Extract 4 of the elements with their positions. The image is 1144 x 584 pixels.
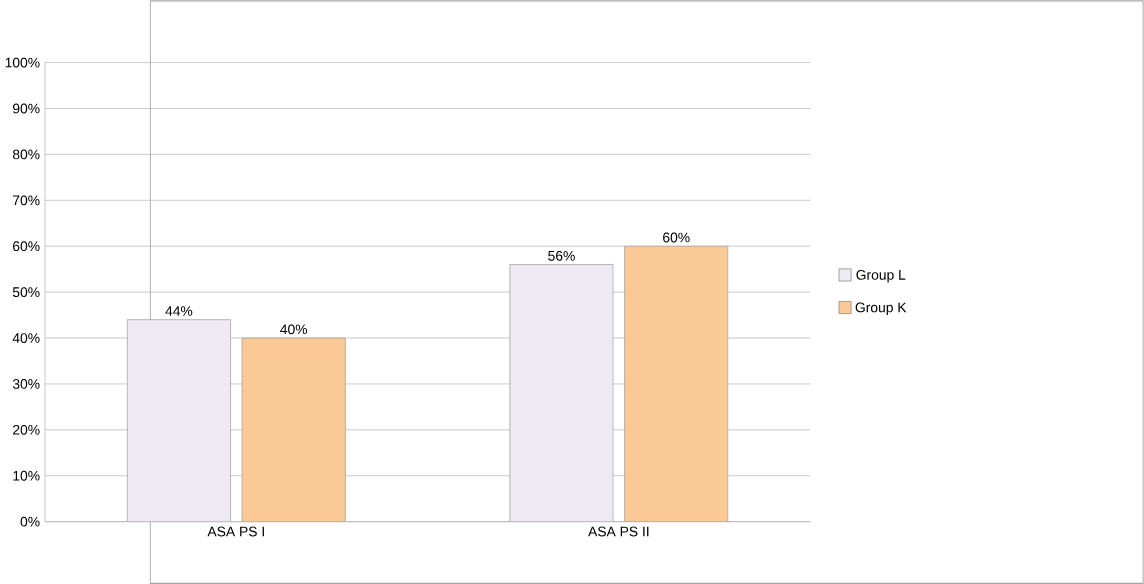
bar	[624, 245, 729, 522]
bar	[241, 337, 346, 522]
bar	[126, 319, 231, 522]
bar	[509, 264, 614, 522]
